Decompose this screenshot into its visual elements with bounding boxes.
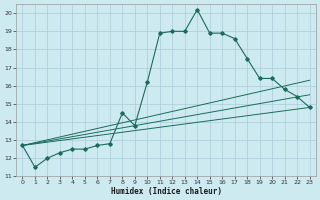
X-axis label: Humidex (Indice chaleur): Humidex (Indice chaleur) xyxy=(110,187,221,196)
